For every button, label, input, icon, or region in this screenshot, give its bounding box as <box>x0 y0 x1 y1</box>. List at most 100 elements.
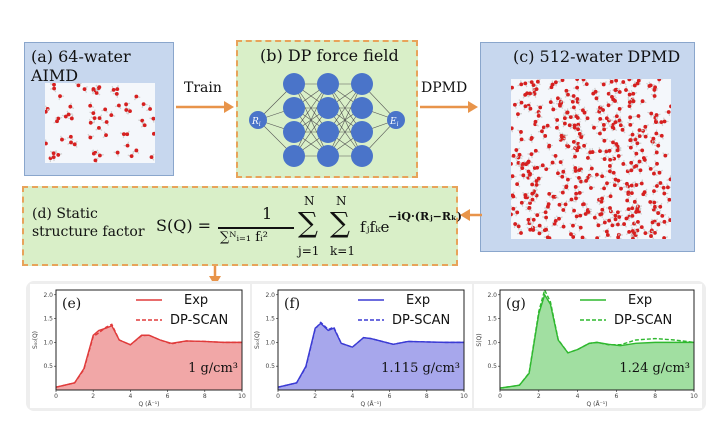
x-axis-label: Q (Å⁻¹) <box>587 401 608 408</box>
y-tick-label: 2.0 <box>43 292 53 299</box>
dpmd-arrow <box>420 101 478 113</box>
y-axis-label: S(Q) <box>476 333 483 346</box>
x-tick-label: 10 <box>690 393 698 400</box>
panel-label: (e) <box>62 296 81 312</box>
x-tick-label: 6 <box>166 393 170 400</box>
panel-d-title-line2: structure factor <box>32 224 145 240</box>
x-tick-label: 0 <box>498 393 502 400</box>
x-tick-label: 10 <box>238 393 246 400</box>
fraction-bar <box>218 227 294 229</box>
sum-sign-2: ∑ <box>330 206 350 239</box>
dpmd-label: DPMD <box>421 80 468 96</box>
x-tick-label: 0 <box>54 393 58 400</box>
panel-c-title: (c) 512-water DPMD <box>513 47 681 66</box>
nn-node <box>351 73 373 95</box>
nn-node <box>283 121 305 143</box>
formula-numerator: 1 <box>262 204 273 223</box>
train-label: Train <box>184 80 222 96</box>
nn-node <box>351 145 373 167</box>
x-tick-label: 2 <box>313 393 317 400</box>
y-axis-label: S₀₀(Q) <box>32 331 39 349</box>
sum-top-1: N <box>304 194 315 208</box>
nn-node <box>283 145 305 167</box>
x-tick-label: 8 <box>203 393 207 400</box>
x-tick-label: 4 <box>128 393 132 400</box>
x-tick-label: 8 <box>653 393 657 400</box>
formula-lhs: S(Q) = <box>156 216 212 235</box>
neural-network-diagram: Ri Ei <box>249 73 405 167</box>
x-tick-label: 0 <box>276 393 280 400</box>
sum-top-2: N <box>336 194 347 208</box>
y-tick-label: 2.0 <box>487 292 497 299</box>
y-tick-label: 0.5 <box>265 363 275 370</box>
legend-dp-label: DP-SCAN <box>392 313 450 328</box>
y-tick-label: 1.0 <box>265 339 275 346</box>
legend-exp-label: Exp <box>184 293 208 308</box>
y-tick-label: 2.0 <box>265 292 275 299</box>
panel-c: (c) 512-water DPMD <box>480 42 695 252</box>
x-tick-label: 2 <box>537 393 541 400</box>
y-tick-label: 0.5 <box>487 363 497 370</box>
panel-d: (d) Static structure factor S(Q) = 1 ∑ᴺᵢ… <box>22 186 462 266</box>
y-axis-label: S₀₀(Q) <box>254 331 261 349</box>
y-tick-label: 1.5 <box>43 316 53 323</box>
water-box-small-image <box>45 83 155 163</box>
dp-scan-line <box>277 321 464 388</box>
y-tick-label: 1.0 <box>43 339 53 346</box>
sum-sign-1: ∑ <box>298 206 318 239</box>
plot-frame <box>55 289 243 391</box>
nn-node <box>351 97 373 119</box>
density-label: 1 g/cm³ <box>188 361 238 376</box>
panel-a: (a) 64-water AIMD <box>24 42 174 176</box>
x-tick-label: 6 <box>614 393 618 400</box>
plot-g: 0 2 4 6 8 10 0.5 1.0 1.5 2.0 Q (Å⁻¹) S(Q) (g) Exp DP-S… <box>474 284 702 408</box>
panel-b-title: (b) DP force field <box>260 46 399 65</box>
density-label: 1.24 g/cm³ <box>619 361 690 376</box>
plot-frame <box>499 289 695 391</box>
formula-exponent: −iQ·(Rⱼ−Rₖ) <box>388 210 462 223</box>
nn-node <box>283 73 305 95</box>
legend-exp-label: Exp <box>628 293 652 308</box>
y-tick-label: 1.5 <box>265 316 275 323</box>
formula-term: fⱼfₖe <box>360 218 390 236</box>
nn-node <box>351 121 373 143</box>
plot-f: 0 2 4 6 8 10 0.5 1.0 1.5 2.0 Q (Å⁻¹) S₀₀(Q) (f) Exp DP… <box>252 284 472 408</box>
nn-node <box>283 97 305 119</box>
nn-node <box>317 73 339 95</box>
formula-denominator: ∑ᴺᵢ₌₁ fᵢ² <box>220 230 268 245</box>
legend-dp-label: DP-SCAN <box>170 313 228 328</box>
sum-bottom-2: k=1 <box>330 244 355 258</box>
nn-output-label: Ei <box>389 117 399 128</box>
nn-node <box>249 111 267 129</box>
x-tick-label: 2 <box>91 393 95 400</box>
x-tick-label: 10 <box>460 393 468 400</box>
x-tick-label: 4 <box>350 393 354 400</box>
x-axis-label: Q (Å⁻¹) <box>361 401 382 408</box>
plot-e: 0 2 4 6 8 10 0.5 1.0 1.5 2.0 Q (Å⁻¹) S₀₀(Q) (e) Exp DP… <box>30 284 250 408</box>
panel-a-title: (a) 64-water AIMD <box>31 47 131 85</box>
water-box-large-image <box>511 79 671 239</box>
nn-node <box>387 111 405 129</box>
x-axis-label: Q (Å⁻¹) <box>139 401 160 408</box>
x-tick-label: 8 <box>425 393 429 400</box>
back-arrow <box>460 209 482 221</box>
panel-label: (f) <box>284 296 300 312</box>
plot-frame <box>277 289 465 391</box>
legend-exp-label: Exp <box>406 293 430 308</box>
nn-node <box>317 145 339 167</box>
x-tick-label: 6 <box>388 393 392 400</box>
structure-factor-formula: S(Q) = 1 ∑ᴺᵢ₌₁ fᵢ² N ∑ j=1 N ∑ k=1 fⱼfₖe… <box>156 194 462 262</box>
y-tick-label: 1.5 <box>487 316 497 323</box>
x-tick-label: 4 <box>576 393 580 400</box>
sum-bottom-1: j=1 <box>298 244 320 258</box>
train-arrow <box>176 101 234 113</box>
y-tick-label: 0.5 <box>43 363 53 370</box>
legend-dp-label: DP-SCAN <box>614 313 672 328</box>
nn-input-label: Ri <box>251 117 261 128</box>
density-label: 1.115 g/cm³ <box>381 361 460 376</box>
nn-node <box>317 97 339 119</box>
y-tick-label: 1.0 <box>487 339 497 346</box>
panel-b: (b) DP force field Ri Ei <box>236 40 418 178</box>
dp-scan-line <box>499 288 695 389</box>
panel-label: (g) <box>506 296 526 312</box>
